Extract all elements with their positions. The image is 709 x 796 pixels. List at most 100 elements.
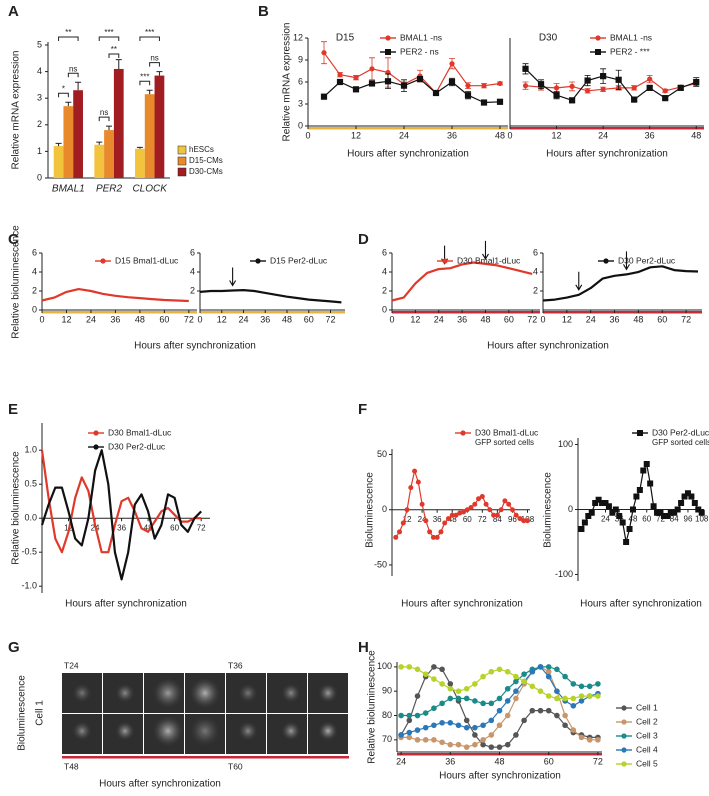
data-point: [521, 671, 527, 677]
data-point: [422, 710, 429, 716]
error-bar: [136, 146, 143, 149]
y-tick-label: 0: [382, 304, 387, 314]
data-point: [504, 685, 511, 692]
data-point: [455, 722, 462, 729]
x-axis-title: Hours after synchronization: [546, 149, 668, 160]
x-tick-label: 60: [657, 314, 667, 324]
data-point: [439, 666, 445, 673]
data-point: [427, 529, 433, 535]
legend-label: D15-CMs: [189, 156, 223, 165]
data-point: [496, 722, 503, 729]
data-point: [496, 707, 503, 714]
x-tick-label: 84: [493, 515, 502, 524]
legend-label: PER2 - ns: [400, 46, 439, 56]
data-point: [578, 698, 585, 704]
cell-glow: [115, 683, 135, 703]
y-axis-title: Bioluminescence: [365, 472, 376, 548]
data-point: [414, 693, 421, 699]
x-tick-label: 96: [508, 515, 517, 524]
data-point: [480, 99, 488, 106]
data-point: [431, 705, 437, 712]
data-point: [369, 66, 375, 72]
data-point: [496, 666, 503, 673]
significance-label: ns: [150, 54, 158, 63]
data-point: [464, 507, 470, 513]
data-point: [447, 685, 454, 692]
data-point: [463, 717, 470, 724]
data-point: [398, 712, 404, 719]
y-axis-title: Relative bioluminescence: [11, 225, 22, 339]
legend-label: Cell 4: [636, 744, 658, 754]
arrow: [482, 240, 489, 260]
data-point: [664, 513, 671, 519]
data-point: [698, 509, 705, 516]
data-point: [430, 534, 436, 540]
y-tick-label: 70: [382, 734, 392, 744]
y-axis-title: Relative mRNA expression: [11, 51, 22, 170]
legend-note: GFP sorted cells: [475, 438, 534, 447]
data-point: [453, 512, 459, 518]
legend-swatch: [177, 145, 187, 155]
series-line: [525, 78, 697, 92]
data-point: [423, 518, 429, 524]
data-point: [517, 516, 523, 522]
axis-stripe: [392, 311, 540, 314]
error-bar: [55, 142, 62, 147]
data-point: [657, 509, 664, 516]
y-tick-label: 6: [32, 247, 37, 257]
y-tick-label: 100: [377, 661, 392, 671]
x-tick-label: 48: [495, 130, 505, 140]
data-point: [404, 507, 410, 513]
data-point: [480, 737, 486, 743]
data-point: [463, 695, 470, 702]
data-point: [521, 717, 527, 724]
y-tick-label: 50: [377, 449, 387, 459]
x-tick-label: 48: [633, 314, 643, 324]
data-point: [448, 78, 456, 86]
x-axis-title: Hours after synchronization: [487, 341, 609, 352]
series-line: [41, 288, 189, 303]
data-point: [524, 518, 530, 524]
panel-letter: E: [8, 401, 18, 418]
panel-letter: H: [358, 639, 369, 656]
data-point: [368, 80, 376, 87]
legend-label: hESCs: [189, 145, 214, 154]
data-point: [461, 509, 467, 515]
y-axis-title: Bioluminescence: [543, 472, 554, 548]
data-point: [612, 506, 619, 513]
legend-label: D30 Per2-dLuc: [618, 255, 676, 265]
y-tick-label: 0: [32, 304, 37, 314]
x-tick-label: 36: [457, 314, 467, 324]
axis-stripe: [200, 311, 345, 314]
data-point: [432, 89, 440, 97]
cell-glow: [238, 721, 258, 741]
significance-bracket: [108, 53, 120, 58]
data-point: [438, 529, 444, 535]
data-point: [569, 83, 575, 89]
y-axis-title: Relative bioluminescence: [367, 650, 378, 764]
data-point: [537, 688, 544, 694]
significance-bracket: [58, 36, 79, 41]
legend-marker: [100, 258, 106, 264]
data-point: [497, 80, 503, 87]
legend-marker: [621, 733, 627, 739]
data-point: [480, 741, 486, 748]
x-tick-label: 24: [86, 314, 96, 324]
y-tick-label: 0: [298, 120, 303, 130]
panel-letter: B: [258, 3, 269, 20]
y-tick-label: 4: [190, 266, 195, 276]
y-tick-label: 0.5: [24, 479, 37, 489]
significance-bracket: [98, 116, 110, 122]
y-tick-label: -1.0: [21, 581, 37, 591]
x-tick-label: 36: [433, 515, 442, 524]
data-point: [578, 734, 585, 741]
arrow: [229, 267, 237, 287]
y-tick-label: 1: [37, 146, 42, 156]
data-point: [578, 693, 585, 699]
y-tick-label: 5: [37, 39, 42, 49]
x-tick-label: CLOCK: [132, 184, 168, 195]
data-point: [513, 688, 519, 694]
data-point: [449, 512, 455, 518]
